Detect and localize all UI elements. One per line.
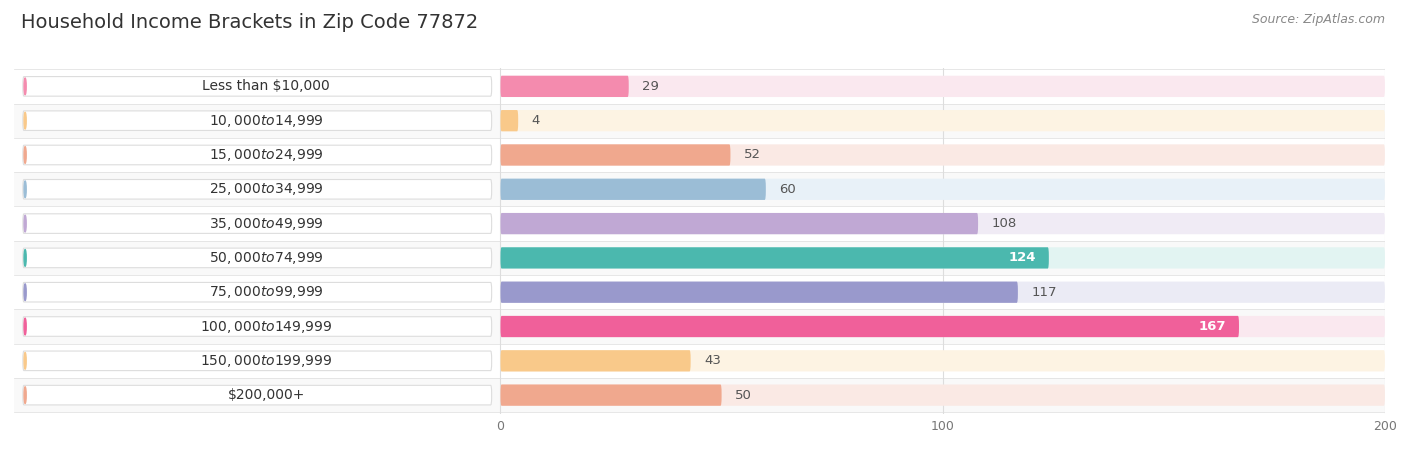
Text: $50,000 to $74,999: $50,000 to $74,999 — [208, 250, 323, 266]
FancyBboxPatch shape — [22, 111, 492, 130]
Text: Source: ZipAtlas.com: Source: ZipAtlas.com — [1251, 14, 1385, 27]
FancyBboxPatch shape — [501, 247, 1385, 269]
FancyBboxPatch shape — [501, 316, 1385, 337]
FancyBboxPatch shape — [14, 104, 1385, 138]
FancyBboxPatch shape — [22, 145, 492, 165]
Circle shape — [24, 215, 27, 232]
Circle shape — [24, 284, 27, 301]
Circle shape — [24, 250, 27, 266]
FancyBboxPatch shape — [22, 76, 492, 96]
Text: $150,000 to $199,999: $150,000 to $199,999 — [200, 353, 332, 369]
Text: 4: 4 — [531, 114, 540, 127]
FancyBboxPatch shape — [501, 350, 1385, 371]
FancyBboxPatch shape — [14, 378, 1385, 412]
FancyBboxPatch shape — [501, 76, 628, 97]
Circle shape — [24, 147, 27, 163]
FancyBboxPatch shape — [501, 76, 1385, 97]
FancyBboxPatch shape — [501, 282, 1018, 303]
FancyBboxPatch shape — [501, 110, 519, 131]
FancyBboxPatch shape — [501, 350, 690, 371]
Text: 43: 43 — [704, 354, 721, 367]
FancyBboxPatch shape — [22, 248, 492, 268]
FancyBboxPatch shape — [501, 110, 1385, 131]
FancyBboxPatch shape — [14, 275, 1385, 309]
FancyBboxPatch shape — [22, 317, 492, 336]
Text: 124: 124 — [1008, 252, 1036, 265]
FancyBboxPatch shape — [14, 309, 1385, 344]
Text: 52: 52 — [744, 148, 761, 162]
Text: $25,000 to $34,999: $25,000 to $34,999 — [208, 181, 323, 197]
FancyBboxPatch shape — [501, 282, 1385, 303]
Circle shape — [24, 387, 27, 404]
FancyBboxPatch shape — [14, 241, 1385, 275]
FancyBboxPatch shape — [501, 179, 1385, 200]
FancyBboxPatch shape — [22, 214, 492, 234]
FancyBboxPatch shape — [22, 180, 492, 199]
Text: $35,000 to $49,999: $35,000 to $49,999 — [208, 216, 323, 232]
FancyBboxPatch shape — [22, 385, 492, 405]
Text: $100,000 to $149,999: $100,000 to $149,999 — [200, 319, 332, 334]
FancyBboxPatch shape — [501, 144, 731, 166]
Text: $10,000 to $14,999: $10,000 to $14,999 — [208, 112, 323, 129]
FancyBboxPatch shape — [501, 179, 766, 200]
FancyBboxPatch shape — [22, 283, 492, 302]
FancyBboxPatch shape — [501, 384, 1385, 406]
FancyBboxPatch shape — [14, 138, 1385, 172]
FancyBboxPatch shape — [22, 351, 492, 371]
FancyBboxPatch shape — [501, 247, 1049, 269]
FancyBboxPatch shape — [14, 69, 1385, 104]
Circle shape — [24, 318, 27, 335]
Text: 117: 117 — [1031, 286, 1057, 299]
FancyBboxPatch shape — [14, 207, 1385, 241]
FancyBboxPatch shape — [14, 172, 1385, 207]
Text: $200,000+: $200,000+ — [228, 388, 305, 402]
Text: $75,000 to $99,999: $75,000 to $99,999 — [208, 284, 323, 300]
Text: Household Income Brackets in Zip Code 77872: Household Income Brackets in Zip Code 77… — [21, 14, 478, 32]
Text: $15,000 to $24,999: $15,000 to $24,999 — [208, 147, 323, 163]
FancyBboxPatch shape — [14, 344, 1385, 378]
FancyBboxPatch shape — [501, 384, 721, 406]
FancyBboxPatch shape — [501, 213, 979, 234]
FancyBboxPatch shape — [501, 316, 1239, 337]
Circle shape — [24, 112, 27, 129]
Text: Less than $10,000: Less than $10,000 — [202, 79, 330, 93]
Text: 50: 50 — [735, 389, 752, 402]
Text: 167: 167 — [1198, 320, 1226, 333]
Circle shape — [24, 181, 27, 198]
Text: 60: 60 — [779, 183, 796, 196]
Text: 29: 29 — [643, 80, 659, 93]
Text: 108: 108 — [991, 217, 1017, 230]
Circle shape — [24, 78, 27, 94]
FancyBboxPatch shape — [501, 213, 1385, 234]
Circle shape — [24, 352, 27, 369]
FancyBboxPatch shape — [501, 144, 1385, 166]
